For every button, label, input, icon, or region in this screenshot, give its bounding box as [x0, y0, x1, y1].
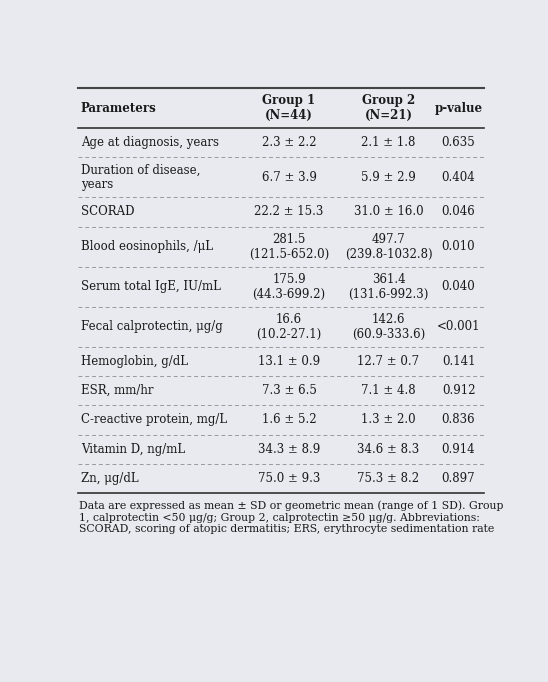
Text: p-value: p-value — [435, 102, 483, 115]
Text: 6.7 ± 3.9: 6.7 ± 3.9 — [261, 170, 316, 184]
Text: Vitamin D, ng/mL: Vitamin D, ng/mL — [81, 443, 185, 456]
Text: Age at diagnosis, years: Age at diagnosis, years — [81, 136, 219, 149]
Text: 22.2 ± 15.3: 22.2 ± 15.3 — [254, 205, 324, 218]
Text: 281.5
(121.5-652.0): 281.5 (121.5-652.0) — [249, 233, 329, 261]
Text: 0.046: 0.046 — [442, 205, 476, 218]
Text: 7.3 ± 6.5: 7.3 ± 6.5 — [261, 384, 316, 397]
Text: Hemoglobin, g/dL: Hemoglobin, g/dL — [81, 355, 188, 368]
Text: <0.001: <0.001 — [437, 321, 480, 333]
Text: 142.6
(60.9-333.6): 142.6 (60.9-333.6) — [352, 313, 425, 341]
Text: 1.3 ± 2.0: 1.3 ± 2.0 — [361, 413, 416, 426]
Text: 1.6 ± 5.2: 1.6 ± 5.2 — [261, 413, 316, 426]
Text: 0.040: 0.040 — [442, 280, 476, 293]
Text: 0.141: 0.141 — [442, 355, 475, 368]
Text: 0.897: 0.897 — [442, 472, 475, 485]
Text: 175.9
(44.3-699.2): 175.9 (44.3-699.2) — [253, 273, 326, 301]
Text: Serum total IgE, IU/mL: Serum total IgE, IU/mL — [81, 280, 221, 293]
Text: 0.912: 0.912 — [442, 384, 475, 397]
Text: 34.6 ± 8.3: 34.6 ± 8.3 — [357, 443, 420, 456]
Text: ESR, mm/hr: ESR, mm/hr — [81, 384, 153, 397]
Text: 0.010: 0.010 — [442, 240, 475, 253]
Text: 31.0 ± 16.0: 31.0 ± 16.0 — [353, 205, 423, 218]
Text: Group 2
(N=21): Group 2 (N=21) — [362, 94, 415, 122]
Text: Data are expressed as mean ± SD or geometric mean (range of 1 SD). Group
1, calp: Data are expressed as mean ± SD or geome… — [79, 501, 504, 535]
Text: 5.9 ± 2.9: 5.9 ± 2.9 — [361, 170, 416, 184]
Text: SCORAD: SCORAD — [81, 205, 134, 218]
Text: Fecal calprotectin, μg/g: Fecal calprotectin, μg/g — [81, 321, 222, 333]
Text: 34.3 ± 8.9: 34.3 ± 8.9 — [258, 443, 320, 456]
Text: 75.3 ± 8.2: 75.3 ± 8.2 — [357, 472, 420, 485]
Text: 2.1 ± 1.8: 2.1 ± 1.8 — [361, 136, 415, 149]
Text: 0.404: 0.404 — [442, 170, 476, 184]
Text: Group 1
(N=44): Group 1 (N=44) — [262, 94, 316, 122]
Text: 361.4
(131.6-992.3): 361.4 (131.6-992.3) — [349, 273, 429, 301]
Text: 12.7 ± 0.7: 12.7 ± 0.7 — [357, 355, 420, 368]
Text: 13.1 ± 0.9: 13.1 ± 0.9 — [258, 355, 320, 368]
Text: Zn, μg/dL: Zn, μg/dL — [81, 472, 139, 485]
Text: 75.0 ± 9.3: 75.0 ± 9.3 — [258, 472, 320, 485]
Text: 0.914: 0.914 — [442, 443, 475, 456]
Text: Duration of disease,
years: Duration of disease, years — [81, 163, 200, 192]
Text: 0.635: 0.635 — [442, 136, 476, 149]
Text: C-reactive protein, mg/L: C-reactive protein, mg/L — [81, 413, 227, 426]
Text: 0.836: 0.836 — [442, 413, 475, 426]
Text: Parameters: Parameters — [81, 102, 157, 115]
Text: 16.6
(10.2-27.1): 16.6 (10.2-27.1) — [256, 313, 322, 341]
Text: Blood eosinophils, /μL: Blood eosinophils, /μL — [81, 240, 213, 253]
Text: 7.1 ± 4.8: 7.1 ± 4.8 — [361, 384, 416, 397]
Text: 2.3 ± 2.2: 2.3 ± 2.2 — [262, 136, 316, 149]
Text: 497.7
(239.8-1032.8): 497.7 (239.8-1032.8) — [345, 233, 432, 261]
